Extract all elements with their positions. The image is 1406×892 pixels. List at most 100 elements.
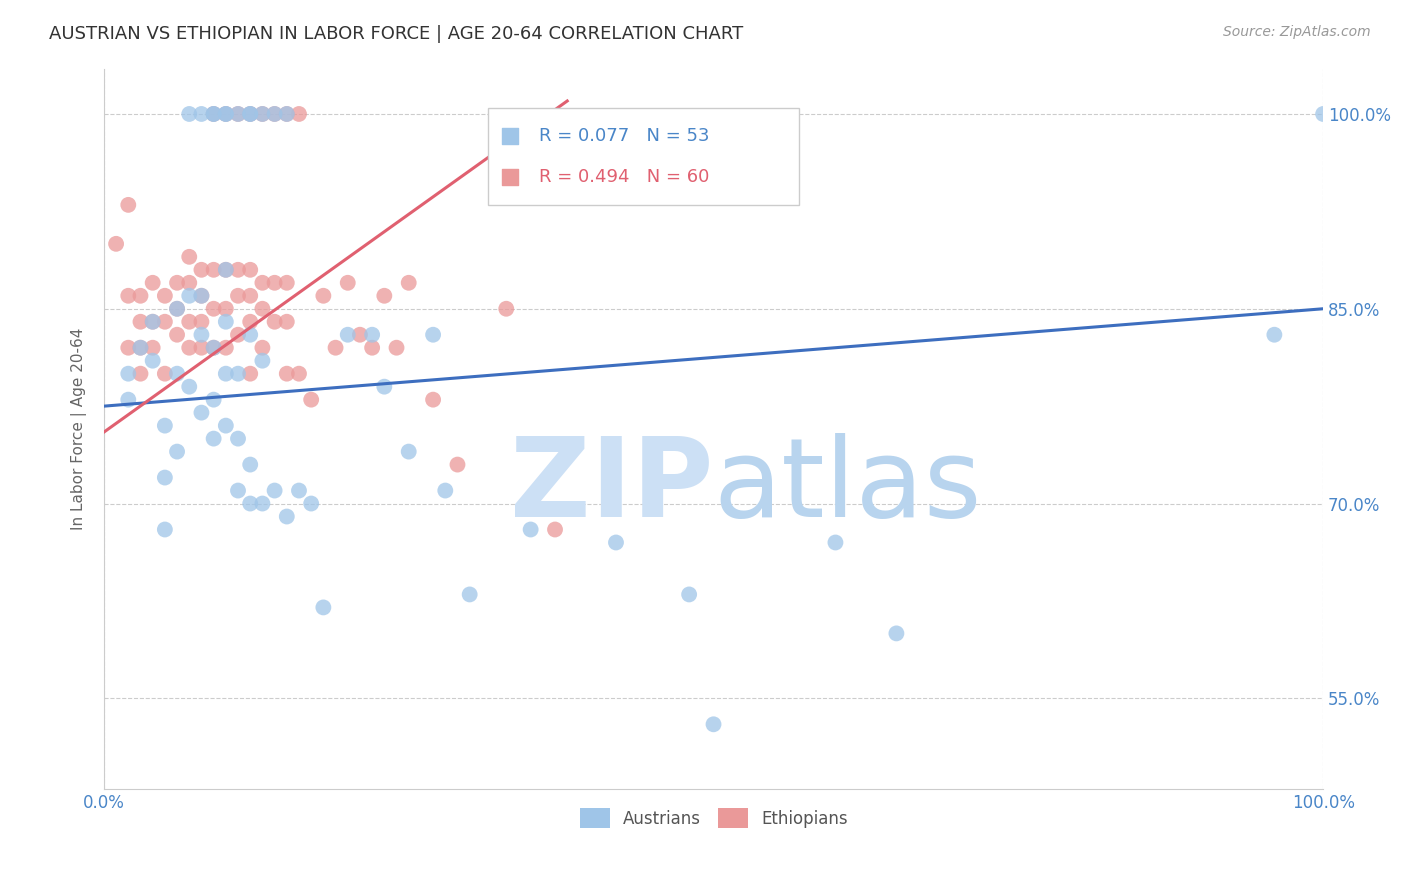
Point <box>129 289 152 303</box>
Point <box>179 250 201 264</box>
Text: R = 0.077   N = 53: R = 0.077 N = 53 <box>538 127 710 145</box>
Point <box>179 289 201 303</box>
Point <box>239 497 262 511</box>
Point <box>239 289 262 303</box>
Point <box>226 327 249 342</box>
Text: Source: ZipAtlas.com: Source: ZipAtlas.com <box>1223 25 1371 39</box>
Point <box>299 392 322 407</box>
Point <box>398 276 420 290</box>
Point <box>202 262 225 277</box>
Point <box>153 470 176 484</box>
Point <box>190 289 212 303</box>
Point <box>129 367 152 381</box>
Point <box>252 497 274 511</box>
Point <box>239 107 262 121</box>
Point <box>215 301 238 316</box>
Point <box>215 262 238 277</box>
Point <box>226 289 249 303</box>
Point <box>202 301 225 316</box>
Point <box>385 341 408 355</box>
Point <box>263 107 285 121</box>
Point <box>226 483 249 498</box>
Point <box>153 289 176 303</box>
Point <box>336 276 359 290</box>
Point <box>117 392 139 407</box>
Point <box>422 392 444 407</box>
Point <box>276 315 298 329</box>
Point <box>288 107 311 121</box>
Point <box>226 107 249 121</box>
Point <box>239 367 262 381</box>
Point <box>276 107 298 121</box>
Point <box>153 418 176 433</box>
Point <box>239 262 262 277</box>
Point <box>142 276 165 290</box>
Point <box>166 367 188 381</box>
Point <box>252 107 274 121</box>
Point <box>226 107 249 121</box>
Point <box>129 315 152 329</box>
Point <box>142 341 165 355</box>
Point <box>252 107 274 121</box>
Point <box>1312 107 1334 121</box>
Point <box>252 276 274 290</box>
Point <box>215 107 238 121</box>
Text: atlas: atlas <box>713 433 981 540</box>
Point <box>226 367 249 381</box>
Point <box>190 315 212 329</box>
Point <box>142 353 165 368</box>
Point <box>544 523 567 537</box>
Point <box>239 327 262 342</box>
FancyBboxPatch shape <box>488 108 799 205</box>
Point <box>446 458 468 472</box>
Point <box>499 227 522 242</box>
Point <box>179 276 201 290</box>
Point <box>215 315 238 329</box>
Point <box>263 483 285 498</box>
Text: AUSTRIAN VS ETHIOPIAN IN LABOR FORCE | AGE 20-64 CORRELATION CHART: AUSTRIAN VS ETHIOPIAN IN LABOR FORCE | A… <box>49 25 744 43</box>
Point <box>190 327 212 342</box>
Point <box>215 262 238 277</box>
Point <box>434 483 457 498</box>
Point <box>202 392 225 407</box>
Point <box>276 276 298 290</box>
Point <box>153 315 176 329</box>
Point <box>226 432 249 446</box>
Point <box>263 107 285 121</box>
Point <box>886 626 908 640</box>
Point <box>336 327 359 342</box>
Point <box>215 107 238 121</box>
Point <box>153 367 176 381</box>
Text: ZIP: ZIP <box>510 433 713 540</box>
Point <box>519 523 541 537</box>
Point <box>166 301 188 316</box>
Point <box>361 341 384 355</box>
Point <box>398 444 420 458</box>
Point <box>1263 327 1285 342</box>
Point <box>202 107 225 121</box>
Point <box>252 341 274 355</box>
Point <box>179 107 201 121</box>
Point <box>252 353 274 368</box>
Point <box>276 367 298 381</box>
Point <box>179 379 201 393</box>
Point <box>312 289 335 303</box>
Point <box>288 483 311 498</box>
Legend: Austrians, Ethiopians: Austrians, Ethiopians <box>572 801 855 835</box>
Point <box>325 341 347 355</box>
Point <box>239 458 262 472</box>
Point <box>117 367 139 381</box>
Point <box>202 107 225 121</box>
Point <box>202 341 225 355</box>
Point <box>239 107 262 121</box>
Point <box>190 289 212 303</box>
Point <box>226 262 249 277</box>
Point <box>215 341 238 355</box>
Point <box>299 497 322 511</box>
Point <box>495 301 517 316</box>
Point <box>202 107 225 121</box>
Point <box>678 587 700 601</box>
Point <box>202 341 225 355</box>
Point <box>129 341 152 355</box>
Point <box>373 289 395 303</box>
